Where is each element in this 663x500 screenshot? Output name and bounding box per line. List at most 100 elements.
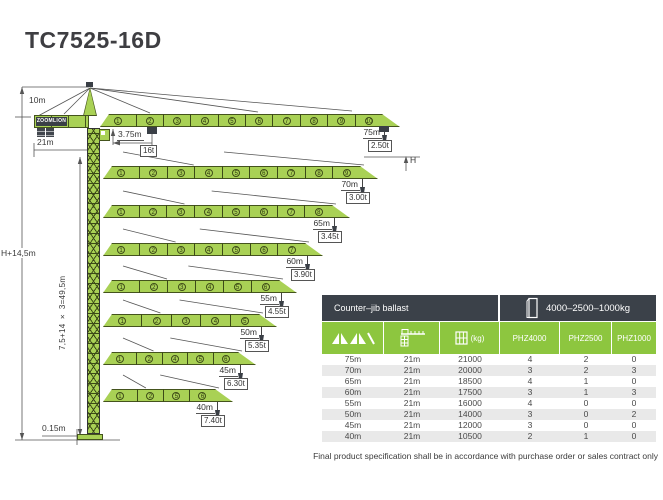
jib-segment-number: 7 [283,117,291,125]
trolley [379,126,389,132]
table-cell: 50m [344,409,362,419]
table-cell: 16000 [458,398,482,408]
jib-segment-number: 4 [171,355,179,363]
jib-segment-number: 6 [262,283,270,291]
mast-sections-label: 7,5+14 × 3=49,5m [58,275,67,350]
table-cell: 1 [583,387,589,397]
table-cell: 12000 [458,420,482,430]
ballast-table-row: 45m 21m 12000 3 0 0 [322,420,656,431]
table-cell: 4 [527,398,533,408]
jib-bar: 1 2 4 5 6 [103,352,256,365]
table-cell: 4 [527,354,533,364]
ballast-table-row: 75m 21m 21000 4 2 0 [322,354,656,365]
jib-segment-number: 4 [204,208,212,216]
jib-segment-number: 7 [287,208,295,216]
tip-load-label: 6.30t [224,378,248,390]
table-cell: 2 [631,409,637,419]
jib-segment: 6 [250,166,278,179]
jib-segment-number: 6 [255,117,263,125]
jib-segment-number: 7 [287,169,295,177]
table-cell: 3 [631,365,637,375]
jib-segment: 7 [273,114,300,127]
table-cell: 0 [631,431,637,441]
table-cell: 0 [583,420,589,430]
ballast-table-row: 65m 21m 18500 4 1 0 [322,376,656,387]
jib-segment-number: 4 [206,283,214,291]
table-cell: 4 [527,376,533,386]
jib-config-75m: 1 2 3 4 5 6 7 8 9 10 75m 2.50t [100,114,400,154]
jib-segment: 7 [278,166,306,179]
table-header-row-1: Counter–jib ballast 4000–2500–1000kg [322,295,656,322]
jib-segment: 9 [328,114,355,127]
jib-segment: 4 [195,243,223,256]
jib-segment-number: 2 [146,392,154,400]
jib-config-50m: 1 2 3 4 5 50m 5.35t [103,314,277,354]
jib-segment: 3 [172,314,201,327]
ballast-weight-column-header: (kg) [440,322,500,354]
jib-segment: 5 [223,243,251,256]
jib-segment-number: 10 [365,118,373,125]
jib-config-70m: 1 2 3 4 5 6 7 8 9 70m 3.00t [103,166,378,206]
jib-segment: 1 [103,243,140,256]
jib-config-55m: 1 2 3 4 5 6 55m 4.55t [103,280,297,320]
jib-segment-number: 8 [315,208,323,216]
jib-segment-number: 2 [146,117,154,125]
hook-icon [259,335,264,341]
hook-icon [215,410,220,416]
jib-segment-number: 5 [172,392,180,400]
jib-segment: 5 [231,314,259,327]
jib-segment-number: 6 [198,392,206,400]
tower-head [83,87,97,116]
jib-segment: 10 [356,114,382,127]
jib-segment: 6 [252,280,279,293]
max-capacity-label: 16t [140,145,158,157]
ballast-table-row: 50m 21m 14000 3 0 2 [322,409,656,420]
jib-segment: 3 [168,166,196,179]
counter-jib-length-label: 21m [37,137,54,147]
ballast-unit-label: (kg) [470,333,485,343]
table-cell: 21000 [458,354,482,364]
jib-segment-number: 3 [182,317,190,325]
operator-cab [99,129,110,141]
jib-segment: 5 [219,114,246,127]
jib-segment-number: 2 [145,355,153,363]
jib-segment-number: 3 [177,169,185,177]
hook-icon [238,373,243,379]
jib-length-icon [331,332,375,344]
jib-segment-number: 9 [337,117,345,125]
jib-segment: 3 [164,114,191,127]
jib-segment: 7 [278,205,306,218]
hook-line [240,365,241,373]
jib-length-label: 55m [260,293,279,305]
table-cell: 21m [403,409,421,419]
table-cell: 21m [403,387,421,397]
jib-segment-number: 1 [117,208,125,216]
jib-segment: 5 [223,166,251,179]
base-height-label: 0.15m [42,423,66,433]
jib-segment-number: 7 [288,246,296,254]
hook-icon [279,301,284,307]
jib-segment-number: 4 [211,317,219,325]
jib-segment: 1 [100,114,137,127]
jib-segment: 5 [223,205,251,218]
table-cell: 65m [344,376,362,386]
jib-segment: 2 [140,205,168,218]
jib-segment: 2 [140,280,168,293]
jib-segment: 3 [167,205,195,218]
jib-segment-number: 4 [201,117,209,125]
ballast-stack-icon [455,331,468,345]
table-cell: 3 [631,387,637,397]
table-cell: 3 [527,420,533,430]
ballast-table: Counter–jib ballast 4000–2500–1000kg [322,295,656,442]
hook-height-label: H [410,155,417,165]
brand-logo: ZOOMLION [36,117,67,126]
tip-load-label: 2.50t [368,140,392,152]
counter-jib-ballast-header: Counter–jib ballast [322,295,500,321]
jib-segment-number: 2 [149,169,157,177]
jib-segment-number: 5 [228,117,236,125]
jib-segment-number: 5 [196,355,204,363]
counter-jib-icon [400,329,425,347]
jib-segment: 1 [103,205,140,218]
table-body: 75m 21m 21000 4 2 0 70m 21m 20000 3 2 3 65m 21m 18500 4… [322,354,656,442]
